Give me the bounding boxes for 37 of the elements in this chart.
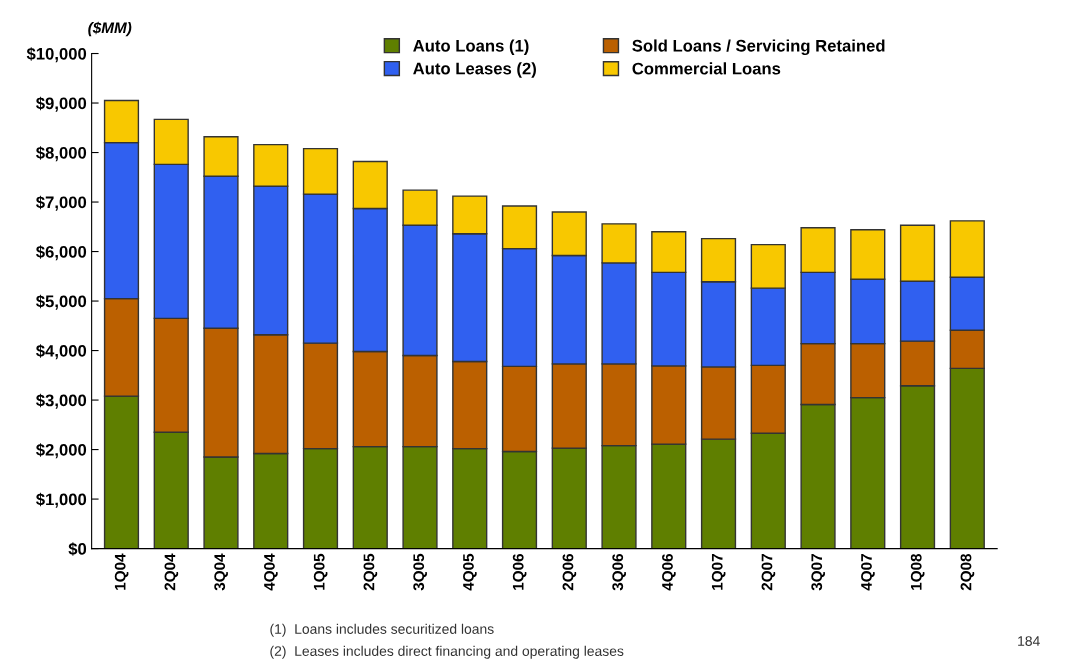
legend-label: Commercial Loans [632, 62, 781, 75]
legend-label: Sold Loans / Servicing Retained [632, 39, 885, 56]
x-tick-label: 2Q04 [164, 553, 179, 591]
x-tick-label: 3Q06 [612, 553, 626, 591]
y-axis-title: ($MM) [88, 21, 132, 37]
x-tick-label: 4Q05 [463, 553, 477, 591]
y-tick-label: $7,000 [36, 195, 87, 211]
y-tick-label: $9,000 [36, 96, 87, 112]
x-tick-label: 1Q05 [313, 553, 328, 590]
text: (1) Loans includes securitized loans [270, 623, 494, 637]
x-tick-label: 4Q07 [861, 554, 875, 591]
text: (2) Leases includes direct financing and operating leases [270, 645, 624, 659]
legend-label: Auto Loans (1) [413, 39, 529, 55]
y-tick-label: $3,000 [36, 393, 87, 409]
x-tick-label: 4Q06 [662, 553, 676, 591]
x-tick-label: 1Q06 [512, 553, 527, 590]
x-tick-label: 1Q08 [910, 553, 925, 590]
x-tick-label: 2Q07 [761, 554, 776, 591]
y-tick-label: $2,000 [36, 443, 87, 459]
y-tick-label: $10,000 [26, 47, 87, 63]
x-tick-label: 2Q06 [562, 553, 577, 591]
x-tick-label: 1Q04 [114, 553, 129, 590]
y-tick-label: $4,000 [36, 344, 87, 360]
y-tick-label: $8,000 [36, 146, 87, 162]
y-tick-label: $6,000 [36, 245, 87, 261]
y-tick-label: $5,000 [36, 294, 87, 310]
x-tick-label: 3Q07 [811, 554, 825, 591]
x-tick-label: 1Q07 [711, 554, 726, 590]
x-tick-label: 2Q08 [960, 553, 975, 591]
x-tick-label: 3Q05 [413, 553, 427, 591]
y-tick-label: $1,000 [36, 492, 87, 508]
x-tick-label: 2Q05 [363, 553, 378, 591]
x-tick-label: 3Q04 [214, 553, 228, 591]
x-tick-label: 4Q04 [264, 553, 278, 591]
y-tick-label: $0 [68, 542, 87, 556]
text: 184 [1018, 636, 1040, 646]
legend-label: Auto Leases (2) [413, 62, 536, 78]
